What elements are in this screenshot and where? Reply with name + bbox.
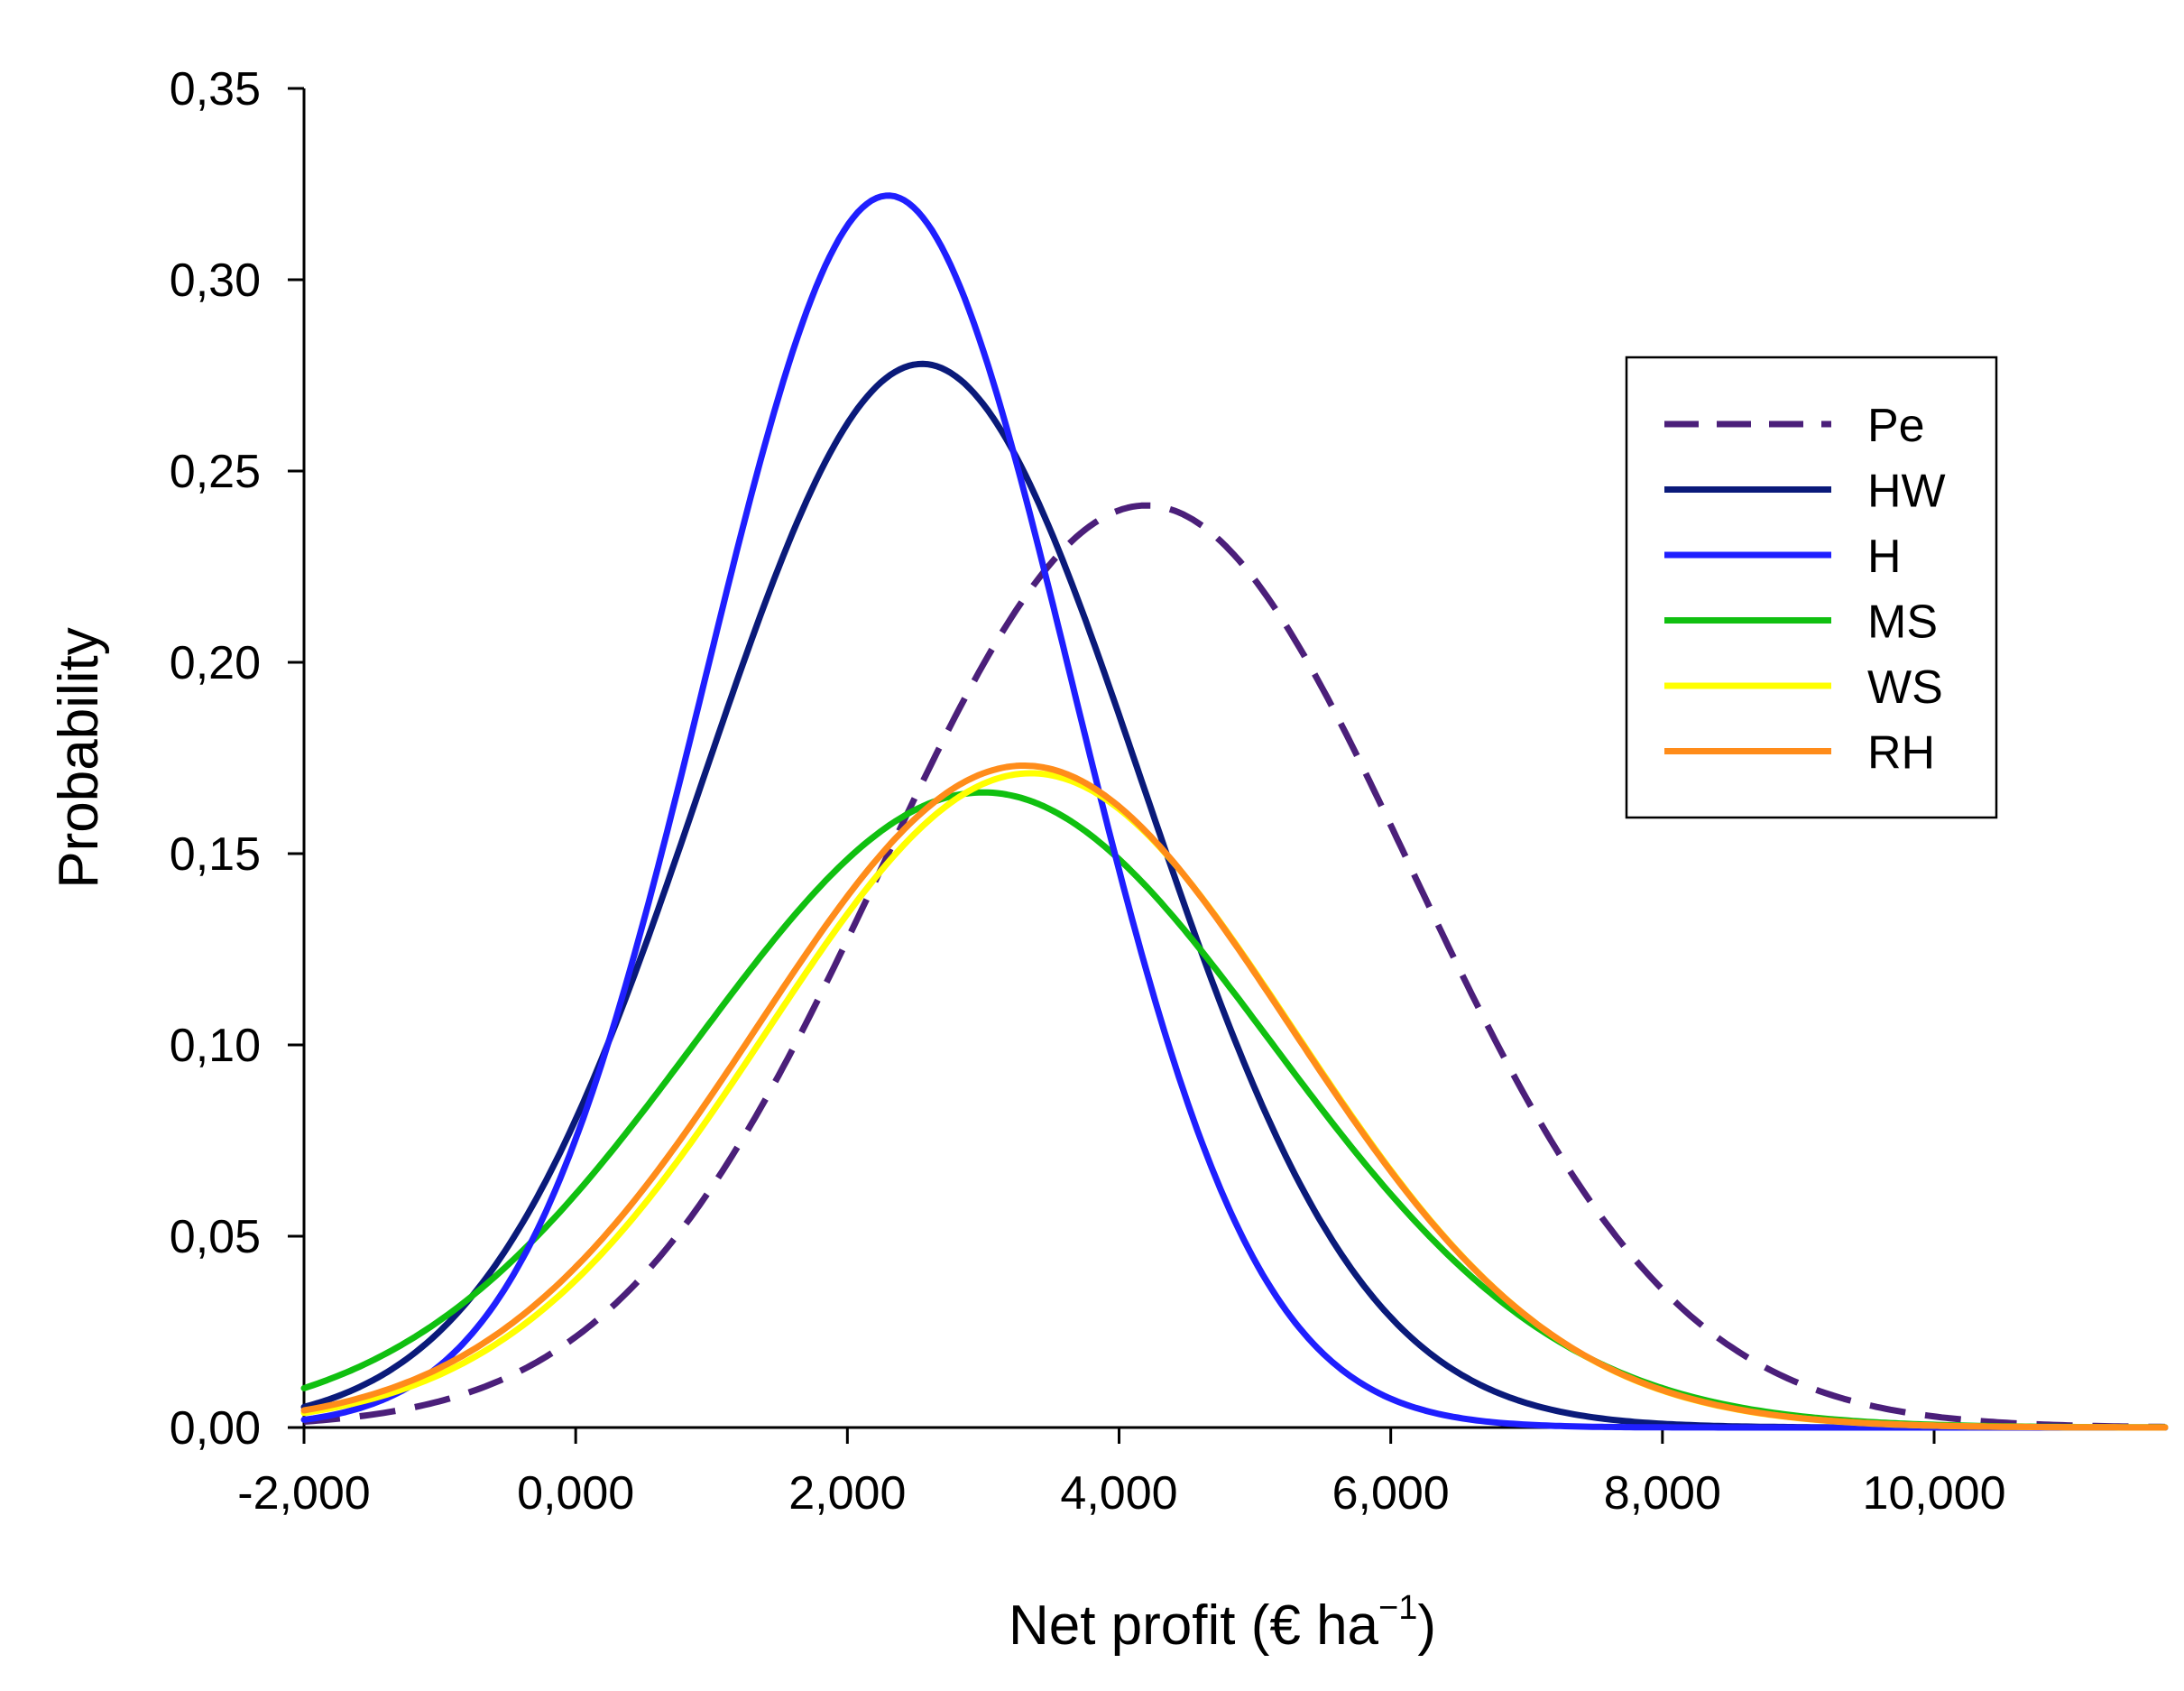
x-tick-label: 10,000: [1862, 1467, 2005, 1520]
series-line-h: [300, 192, 2169, 1431]
series-line-rh: [300, 762, 2169, 1431]
legend-label-h: H: [1867, 531, 1902, 583]
series-lines: [300, 192, 2169, 1431]
legend: Pe HW H MS WS RH: [1625, 356, 1998, 819]
legend-label-ws: WS: [1867, 661, 1943, 714]
y-ticks: 0,00 0,05 0,10 0,15 0,20 0,25 0,30 0,35: [170, 63, 304, 1455]
y-tick-label: 0,00: [170, 1402, 261, 1455]
x-tick-label: 2,000: [788, 1467, 906, 1520]
x-tick-label: 4,000: [1060, 1467, 1177, 1520]
legend-entries: Pe HW H MS WS RH: [1664, 400, 1946, 780]
legend-box: [1625, 356, 1998, 819]
y-tick-label: 0,20: [170, 637, 261, 689]
legend-label-hw: HW: [1867, 466, 1946, 518]
y-tick-label: 0,10: [170, 1020, 261, 1072]
series-line-pe: [303, 502, 2166, 1430]
y-axis-title: Probability: [48, 627, 110, 888]
x-tick-label: 6,000: [1332, 1467, 1450, 1520]
y-tick-label: 0,30: [170, 254, 261, 307]
y-tick-label: 0,35: [170, 63, 261, 116]
x-axis-title: Net profit (€ ha−1): [1009, 1589, 1436, 1657]
legend-label-ms: MS: [1867, 596, 1938, 649]
y-tick-label: 0,05: [170, 1211, 261, 1263]
x-tick-label: 8,000: [1604, 1467, 1721, 1520]
x-tick-label: 0,000: [517, 1467, 634, 1520]
x-ticks: -2,000 0,000 2,000 4,000 6,000 8,000 10,000: [237, 1428, 2006, 1520]
y-tick-label: 0,15: [170, 828, 261, 881]
legend-label-rh: RH: [1867, 727, 1935, 780]
x-axis-title-superscript: −1: [1378, 1589, 1417, 1627]
x-axis-title-base: Net profit (€ ha: [1009, 1594, 1379, 1657]
y-tick-label: 0,25: [170, 446, 261, 498]
x-tick-label: -2,000: [237, 1467, 370, 1520]
x-axis-title-close: ): [1417, 1594, 1436, 1657]
legend-label-pe: Pe: [1867, 400, 1925, 452]
